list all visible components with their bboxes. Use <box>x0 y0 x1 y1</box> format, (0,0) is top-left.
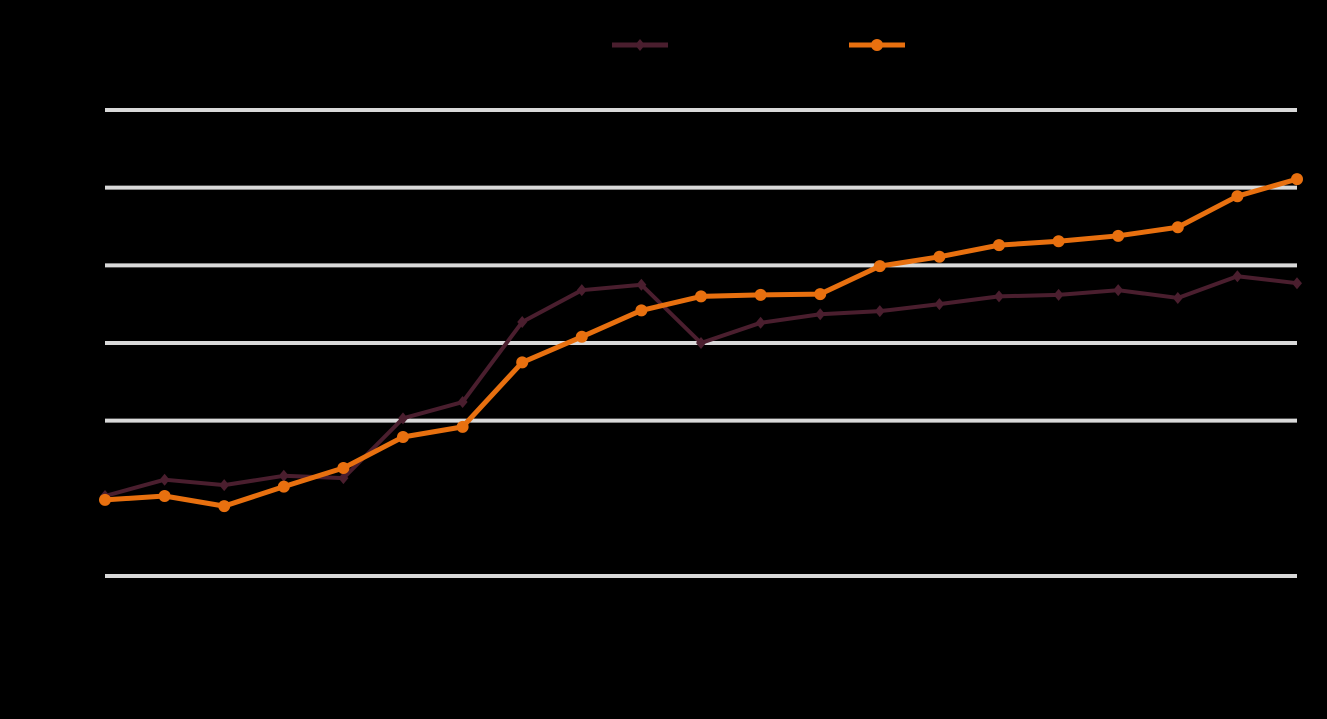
point <box>1232 270 1243 283</box>
point <box>933 250 946 263</box>
point <box>457 396 468 409</box>
point <box>517 316 528 329</box>
point <box>1231 190 1244 203</box>
point <box>159 473 170 486</box>
point <box>1112 229 1125 242</box>
point <box>635 39 645 51</box>
point <box>397 430 409 443</box>
point <box>218 500 231 513</box>
series <box>99 173 1303 513</box>
point <box>871 39 883 51</box>
point <box>1113 284 1124 297</box>
point <box>278 469 289 482</box>
point <box>1172 291 1183 304</box>
point <box>755 316 766 329</box>
point <box>636 278 647 291</box>
point <box>994 290 1004 303</box>
point <box>635 304 648 317</box>
point <box>874 305 885 318</box>
point <box>456 420 469 433</box>
point <box>219 479 230 492</box>
point <box>1171 221 1184 234</box>
point <box>873 260 886 273</box>
point <box>696 337 706 349</box>
series <box>100 270 1302 503</box>
point <box>576 284 587 297</box>
point <box>277 480 290 493</box>
point <box>99 493 111 506</box>
point <box>337 462 350 475</box>
point <box>158 490 171 503</box>
point <box>754 288 767 301</box>
point <box>993 239 1005 252</box>
point <box>1292 277 1302 290</box>
point <box>814 288 827 301</box>
point <box>695 290 707 303</box>
point <box>398 412 408 425</box>
point <box>1053 288 1064 301</box>
series-line <box>104 274 1298 498</box>
point <box>815 308 826 321</box>
point <box>575 330 588 343</box>
point <box>934 298 945 311</box>
point <box>338 472 349 485</box>
point <box>1291 173 1303 186</box>
point <box>516 356 529 369</box>
point <box>1052 235 1065 248</box>
